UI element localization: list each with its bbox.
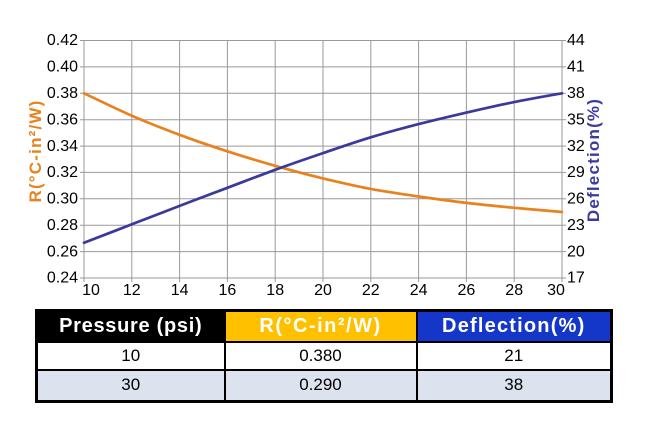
svg-text:0.30: 0.30 <box>47 191 78 208</box>
svg-text:0.42: 0.42 <box>47 32 78 49</box>
svg-text:17: 17 <box>567 270 585 287</box>
svg-text:0.34: 0.34 <box>47 138 78 155</box>
svg-text:0.40: 0.40 <box>47 59 78 76</box>
svg-text:10: 10 <box>82 282 100 299</box>
svg-text:14: 14 <box>171 282 189 299</box>
svg-text:24: 24 <box>410 282 428 299</box>
svg-text:29: 29 <box>567 164 585 181</box>
svg-text:32: 32 <box>567 138 585 155</box>
svg-text:18: 18 <box>266 282 284 299</box>
svg-text:20: 20 <box>314 282 332 299</box>
svg-text:26: 26 <box>458 282 476 299</box>
svg-text:26: 26 <box>567 191 585 208</box>
svg-text:0.24: 0.24 <box>47 270 78 287</box>
svg-text:12: 12 <box>123 282 141 299</box>
svg-text:16: 16 <box>219 282 237 299</box>
svg-text:23: 23 <box>567 217 585 234</box>
svg-text:0.28: 0.28 <box>47 217 78 234</box>
svg-text:28: 28 <box>505 282 523 299</box>
svg-text:22: 22 <box>362 282 380 299</box>
svg-text:41: 41 <box>567 59 585 76</box>
svg-text:R(°C-in²/W): R(°C-in²/W) <box>26 99 45 202</box>
svg-text:0.36: 0.36 <box>47 111 78 128</box>
svg-text:0.38: 0.38 <box>47 85 78 102</box>
svg-text:0.26: 0.26 <box>47 243 78 260</box>
svg-text:20: 20 <box>567 243 585 260</box>
svg-text:30: 30 <box>547 282 565 299</box>
svg-text:38: 38 <box>567 85 585 102</box>
svg-text:0.32: 0.32 <box>47 164 78 181</box>
svg-text:Deflection(%): Deflection(%) <box>584 98 603 222</box>
svg-text:35: 35 <box>567 111 585 128</box>
svg-text:44: 44 <box>567 32 585 49</box>
